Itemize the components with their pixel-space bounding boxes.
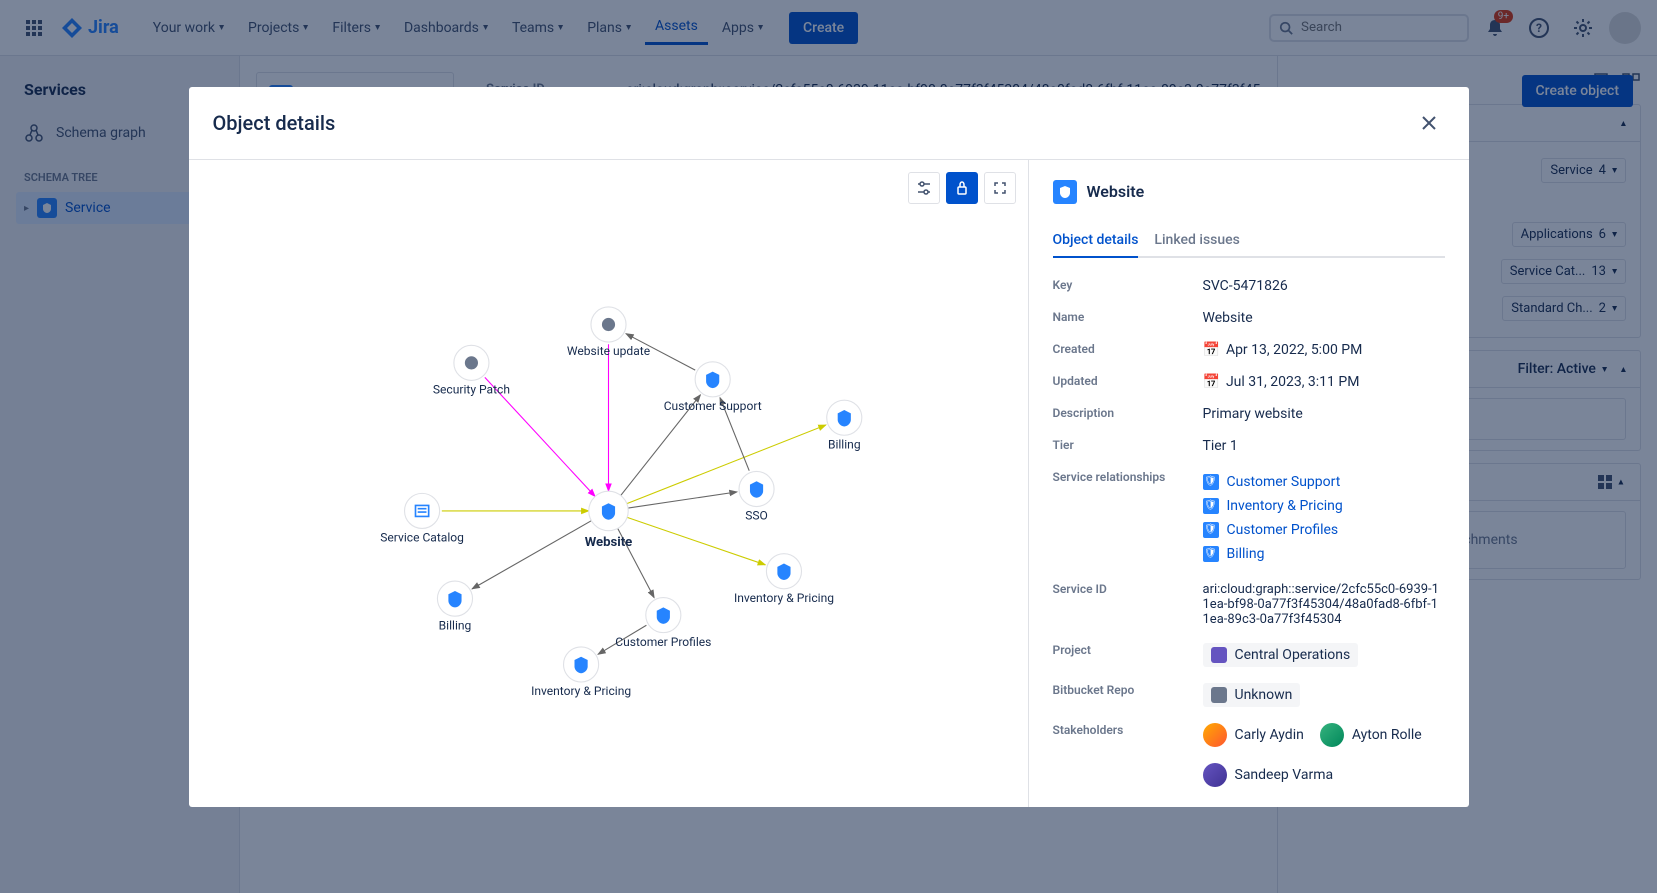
- svg-text:Billing: Billing: [438, 618, 471, 632]
- modal-title: Object details: [213, 111, 336, 135]
- bitbucket-chip[interactable]: Unknown: [1203, 683, 1301, 707]
- modal-close-button[interactable]: [1413, 107, 1445, 139]
- svg-text:Customer Support: Customer Support: [663, 399, 761, 413]
- detail-title: Website: [1053, 180, 1445, 204]
- svg-text:Billing: Billing: [827, 437, 860, 451]
- graph-node[interactable]: Customer Profiles: [615, 597, 711, 648]
- stakeholder[interactable]: Sandeep Varma: [1203, 763, 1445, 787]
- graph-node[interactable]: Customer Support: [663, 361, 761, 412]
- service-id-label: Service ID: [1053, 582, 1203, 627]
- graph-node[interactable]: SSO: [738, 471, 773, 522]
- bitbucket-repo-label: Bitbucket Repo: [1053, 683, 1203, 707]
- description-value: Primary website: [1203, 406, 1445, 422]
- graph-node[interactable]: Billing: [437, 581, 472, 632]
- svg-text:Customer Profiles: Customer Profiles: [615, 634, 711, 648]
- stakeholder[interactable]: Ayton Rolle: [1320, 723, 1422, 747]
- name-label: Name: [1053, 310, 1203, 326]
- updated-label: Updated: [1053, 374, 1203, 390]
- detail-tabs: Object details Linked issues: [1053, 224, 1445, 258]
- svg-text:Service Catalog: Service Catalog: [380, 530, 464, 544]
- graph-node[interactable]: Security Patch: [432, 345, 509, 396]
- bitbucket-repo-value: Unknown: [1203, 683, 1445, 707]
- key-value: SVC-5471826: [1203, 278, 1445, 294]
- svg-text:SSO: SSO: [745, 508, 768, 522]
- svg-text:Website update: Website update: [566, 344, 649, 358]
- graph-node[interactable]: Inventory & Pricing: [733, 553, 833, 604]
- avatar: [1203, 723, 1227, 747]
- graph-controls: [908, 172, 1016, 204]
- tier-label: Tier: [1053, 438, 1203, 454]
- key-label: Key: [1053, 278, 1203, 294]
- service-relationships-label: Service relationships: [1053, 470, 1203, 566]
- modal-overlay: Object details: [0, 0, 1657, 893]
- service-relationships-value: 🛡Customer Support 🛡Inventory & Pricing 🛡…: [1203, 470, 1445, 566]
- detail-title-icon: [1053, 180, 1077, 204]
- stakeholders-value: Carly Aydin Ayton Rolle Sandeep Varma: [1203, 723, 1445, 787]
- created-value: 📅Apr 13, 2022, 5:00 PM: [1203, 342, 1445, 358]
- avatar: [1203, 763, 1227, 787]
- detail-panel: Website Object details Linked issues Key…: [1029, 160, 1469, 807]
- relationship-link[interactable]: 🛡Customer Support: [1203, 470, 1445, 494]
- svg-text:Security Patch: Security Patch: [432, 382, 509, 396]
- graph-settings-button[interactable]: [908, 172, 940, 204]
- description-label: Description: [1053, 406, 1203, 422]
- link-icon: 🛡: [1203, 522, 1219, 538]
- bitbucket-icon: [1211, 687, 1227, 703]
- tier-value: Tier 1: [1203, 438, 1445, 454]
- graph-panel: Website update Security Patch Customer Sup…: [189, 160, 1029, 807]
- name-value: Website: [1203, 310, 1445, 326]
- stakeholder[interactable]: Carly Aydin: [1203, 723, 1304, 747]
- graph-expand-button[interactable]: [984, 172, 1016, 204]
- link-icon: 🛡: [1203, 498, 1219, 514]
- project-chip[interactable]: Central Operations: [1203, 643, 1359, 667]
- svg-text:Inventory & Pricing: Inventory & Pricing: [531, 684, 631, 698]
- relationship-link[interactable]: 🛡Customer Profiles: [1203, 518, 1445, 542]
- graph-node[interactable]: Service Catalog: [380, 493, 464, 544]
- service-id-value: ari:cloud:graph::service/2cfc55c0-6939-1…: [1203, 582, 1445, 627]
- project-icon: [1211, 647, 1227, 663]
- relationship-link[interactable]: 🛡Inventory & Pricing: [1203, 494, 1445, 518]
- graph-node[interactable]: Website: [584, 491, 632, 550]
- modal-body: Website update Security Patch Customer Sup…: [189, 160, 1469, 807]
- calendar-icon: 📅: [1203, 342, 1220, 358]
- graph-node[interactable]: Inventory & Pricing: [531, 646, 631, 697]
- modal-header: Object details: [189, 87, 1469, 160]
- graph-node[interactable]: Billing: [826, 400, 861, 451]
- created-label: Created: [1053, 342, 1203, 358]
- object-details-modal: Object details: [189, 87, 1469, 807]
- link-icon: 🛡: [1203, 474, 1219, 490]
- link-icon: 🛡: [1203, 546, 1219, 562]
- calendar-icon: 📅: [1203, 374, 1220, 390]
- graph-node[interactable]: Website update: [566, 306, 649, 357]
- svg-text:Inventory & Pricing: Inventory & Pricing: [733, 590, 833, 604]
- tab-linked-issues[interactable]: Linked issues: [1154, 224, 1239, 258]
- relationship-graph[interactable]: Website update Security Patch Customer Sup…: [189, 160, 1028, 807]
- project-value: Central Operations: [1203, 643, 1445, 667]
- graph-lock-button[interactable]: [946, 172, 978, 204]
- tab-object-details[interactable]: Object details: [1053, 224, 1139, 258]
- svg-text:Website: Website: [584, 535, 632, 550]
- relationship-link[interactable]: 🛡Billing: [1203, 542, 1445, 566]
- stakeholders-label: Stakeholders: [1053, 723, 1203, 787]
- updated-value: 📅Jul 31, 2023, 3:11 PM: [1203, 374, 1445, 390]
- avatar: [1320, 723, 1344, 747]
- detail-title-text: Website: [1087, 182, 1145, 201]
- project-label: Project: [1053, 643, 1203, 667]
